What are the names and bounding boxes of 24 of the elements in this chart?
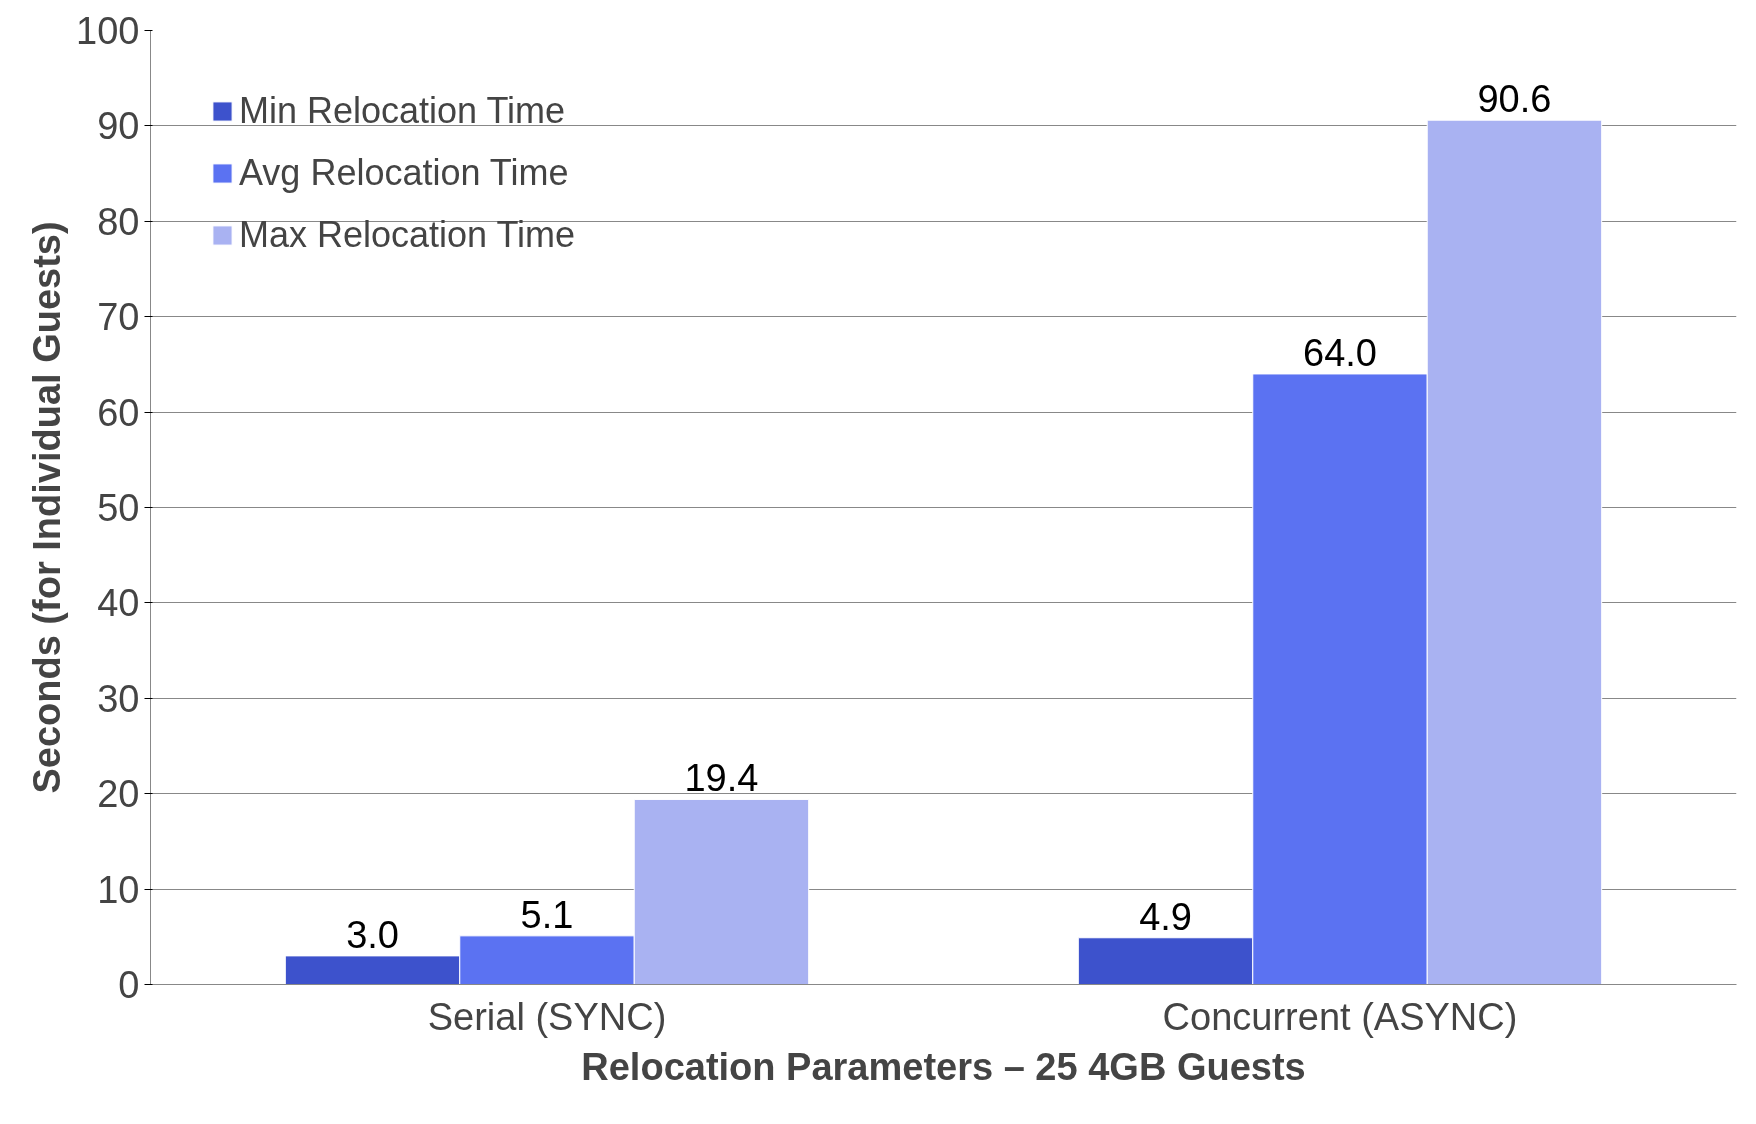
data-label: 3.0 [346, 913, 399, 956]
legend-label: Max Relocation Time [239, 214, 576, 256]
y-tick-label: 10 [97, 868, 140, 911]
data-label: 5.1 [520, 893, 574, 936]
y-tick-label: 50 [97, 487, 140, 529]
data-label: 64.0 [1303, 331, 1377, 374]
y-tick-label: 80 [97, 200, 140, 243]
legend-label: Min Relocation Time [239, 90, 566, 132]
y-tick-label: 0 [118, 964, 140, 1006]
y-tick-label: 40 [97, 582, 140, 625]
x-tick-label: Concurrent (ASYNC) [1162, 995, 1518, 1038]
legend-label: Avg Relocation Time [239, 152, 569, 194]
x-tick-label: Serial (SYNC) [427, 995, 667, 1038]
y-tick-label: 90 [97, 105, 140, 148]
x-axis-title: Relocation Parameters – 25 4GB Guests [581, 1045, 1306, 1088]
y-axis-title: Seconds (for Individual Guests) [26, 221, 69, 794]
data-label: 90.6 [1477, 78, 1552, 121]
data-label: 4.9 [1139, 895, 1192, 938]
y-tick-label: 70 [97, 296, 140, 339]
y-tick-label: 60 [97, 391, 140, 434]
data-label: 19.4 [684, 757, 759, 800]
y-tick-label: 20 [97, 773, 140, 816]
y-tick-label: 30 [97, 677, 140, 720]
y-tick-label: 100 [76, 10, 140, 52]
